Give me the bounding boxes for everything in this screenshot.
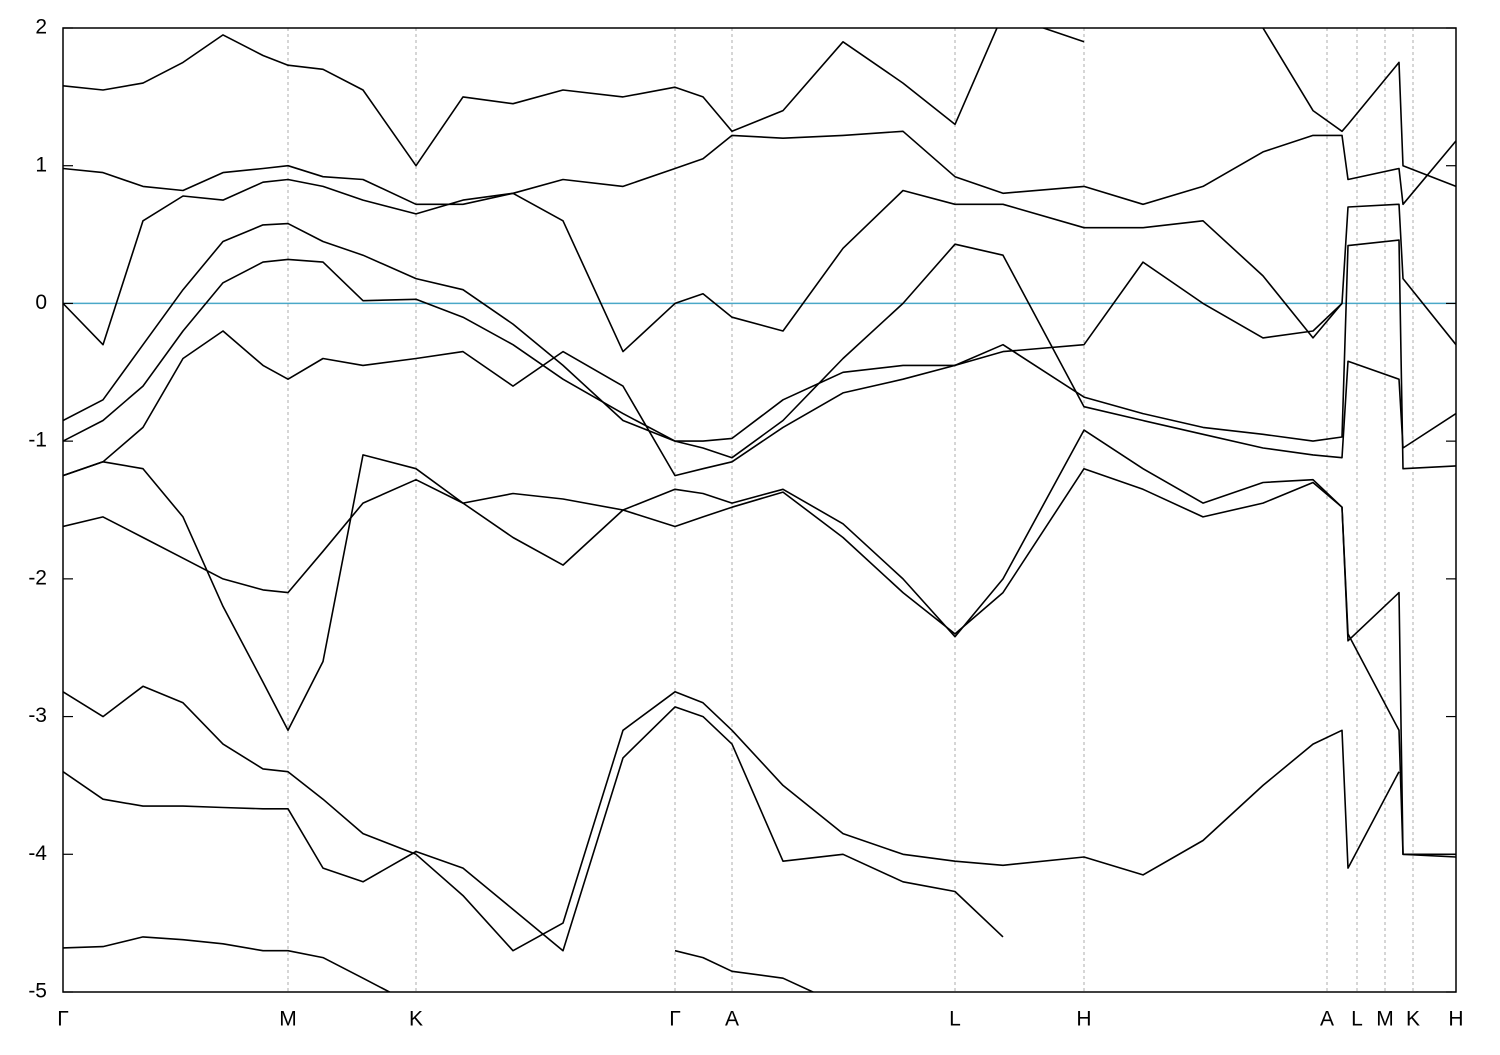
plot-frame [62,27,1457,993]
y-tick-label: 0 [35,291,47,314]
x-tick-label: L [949,1008,961,1031]
band-line [63,239,1456,470]
x-tick-label: Γ [669,1008,681,1031]
x-tick-label: Γ [57,1008,69,1031]
x-tick-label: H [1076,1008,1091,1031]
bands [63,28,1456,992]
x-tick-label: K [409,1008,423,1031]
y-tick-label: 1 [35,153,47,176]
y-tick-label: -5 [28,980,47,1003]
x-tick-label: K [1406,1008,1420,1031]
band-line [63,261,1343,477]
band-line [63,936,815,992]
band-line [63,467,1456,858]
x-tick-label: H [1448,1008,1463,1031]
x-tick-label: M [279,1008,297,1031]
x-tick-label: M [1376,1008,1394,1031]
y-tick-label: -4 [28,842,47,865]
y-tick-label: -3 [28,704,47,727]
band-line [63,685,1400,952]
grid [62,28,1457,992]
band-line [63,130,1456,206]
band-line [63,222,1456,459]
band-line [63,429,1456,856]
band-line [63,178,1456,353]
y-tick-label: 2 [35,16,47,39]
y-tick-label: -2 [28,566,47,589]
band-line [63,28,1456,188]
x-tick-label: A [725,1008,739,1031]
y-tick-label: -1 [28,429,47,452]
band-line [63,706,1004,952]
x-tick-label: A [1320,1008,1334,1031]
x-tick-label: L [1351,1008,1363,1031]
